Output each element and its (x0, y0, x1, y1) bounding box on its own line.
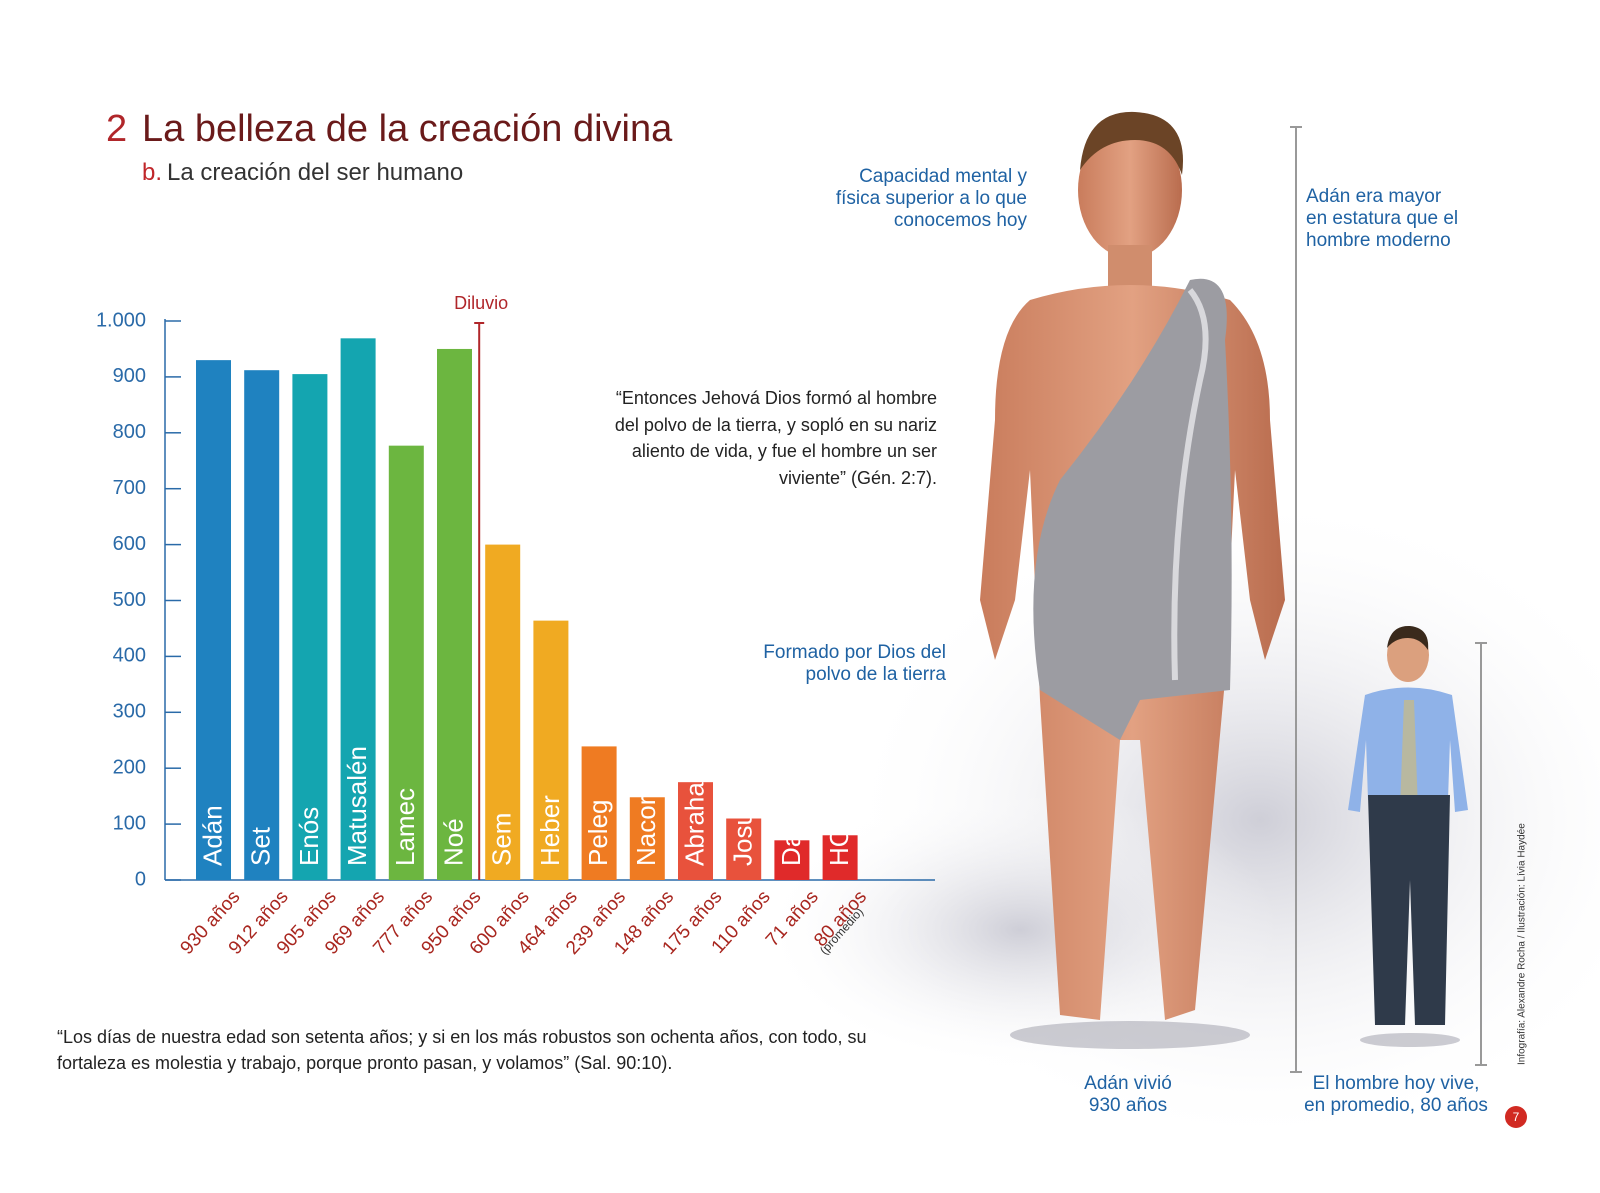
cloud (760, 790, 1280, 1070)
bar (822, 835, 858, 880)
text-line: Capacidad mental y (859, 166, 1027, 187)
bar (388, 445, 424, 880)
subtitle: La creación del ser humano (167, 159, 464, 186)
y-tick-label: 400 (113, 645, 146, 667)
bar-name: Josué (728, 797, 758, 866)
y-tick-label: 700 (113, 477, 146, 499)
bar (292, 374, 328, 880)
bar-name: Abraham (679, 761, 709, 867)
y-tick-label: 0 (135, 868, 146, 890)
y-tick-label: 200 (113, 756, 146, 778)
text-line: fortaleza es molestia y trabajo, porque … (57, 1053, 673, 1073)
bar-name: HOY (824, 810, 854, 866)
bar (437, 348, 472, 880)
text-line: en estatura que el (1306, 208, 1459, 229)
bar-name: Nacor (631, 796, 661, 866)
bar (726, 818, 762, 880)
text-line: “Los días de nuestra edad son setenta añ… (57, 1027, 867, 1047)
y-tick-label: 1.000 (96, 309, 146, 331)
bar (196, 360, 231, 880)
page-badge (1505, 1106, 1527, 1128)
text-line: Adán vivió (1084, 1073, 1172, 1094)
bar (581, 746, 617, 880)
credit: Infografía: Alexandre Rocha / Ilustració… (1517, 823, 1528, 1065)
text-line: Formado por Dios del (763, 642, 946, 663)
bar-name: Sem (487, 813, 517, 866)
y-tick-label: 300 (113, 701, 146, 723)
bar (678, 782, 713, 880)
y-tick-label: 100 (113, 812, 146, 834)
bar-name: Matusalén (342, 746, 372, 866)
bar (533, 620, 569, 880)
text-line: “Entonces Jehová Dios formó al hombre (615, 388, 937, 408)
page-number: 7 (1513, 1110, 1520, 1124)
text-line: del polvo de la tierra, y sopló en su na… (614, 414, 937, 435)
section-number: 2 (106, 108, 128, 150)
sub-letter: b. (142, 159, 163, 186)
adam-illustration (980, 111, 1285, 1049)
text-line: física superior a lo que (835, 188, 1027, 209)
bar-name: Peleg (583, 800, 613, 867)
modern-man-illustration (1348, 625, 1468, 1047)
text-line: 930 años (1088, 1095, 1168, 1116)
y-tick-label: 600 (113, 533, 146, 555)
y-tick-label: 800 (113, 421, 146, 443)
bar (485, 544, 521, 880)
text-line: Adán era mayor (1306, 186, 1442, 207)
bar (340, 338, 376, 881)
bar (774, 840, 810, 880)
bar-name: Heber (535, 795, 565, 866)
text-line: El hombre hoy vive, (1312, 1073, 1480, 1094)
page-title: La belleza de la creación divina (142, 108, 673, 150)
y-tick-label: 500 (113, 589, 146, 611)
bar-name: Noé (438, 818, 468, 866)
bar-name: David (776, 800, 806, 866)
text-line: viviente” (Gén. 2:7). (778, 467, 937, 488)
text-line: aliento de vida, y fue el hombre un ser (631, 441, 937, 461)
bar-name: Set (246, 826, 276, 866)
text-line: polvo de la tierra (805, 664, 946, 685)
text-line: conocemos hoy (893, 210, 1027, 231)
y-tick-label: 900 (113, 365, 146, 387)
bar (629, 797, 665, 880)
bar-name: Lamec (390, 788, 420, 866)
text-line: hombre moderno (1306, 230, 1451, 251)
bar (244, 370, 280, 880)
text-line: en promedio, 80 años (1304, 1095, 1488, 1116)
bar-name: Adán (197, 805, 227, 866)
bar-name: Enós (294, 807, 324, 866)
height-scale (1290, 126, 1487, 1073)
flood-label: Diluvio (454, 293, 508, 313)
